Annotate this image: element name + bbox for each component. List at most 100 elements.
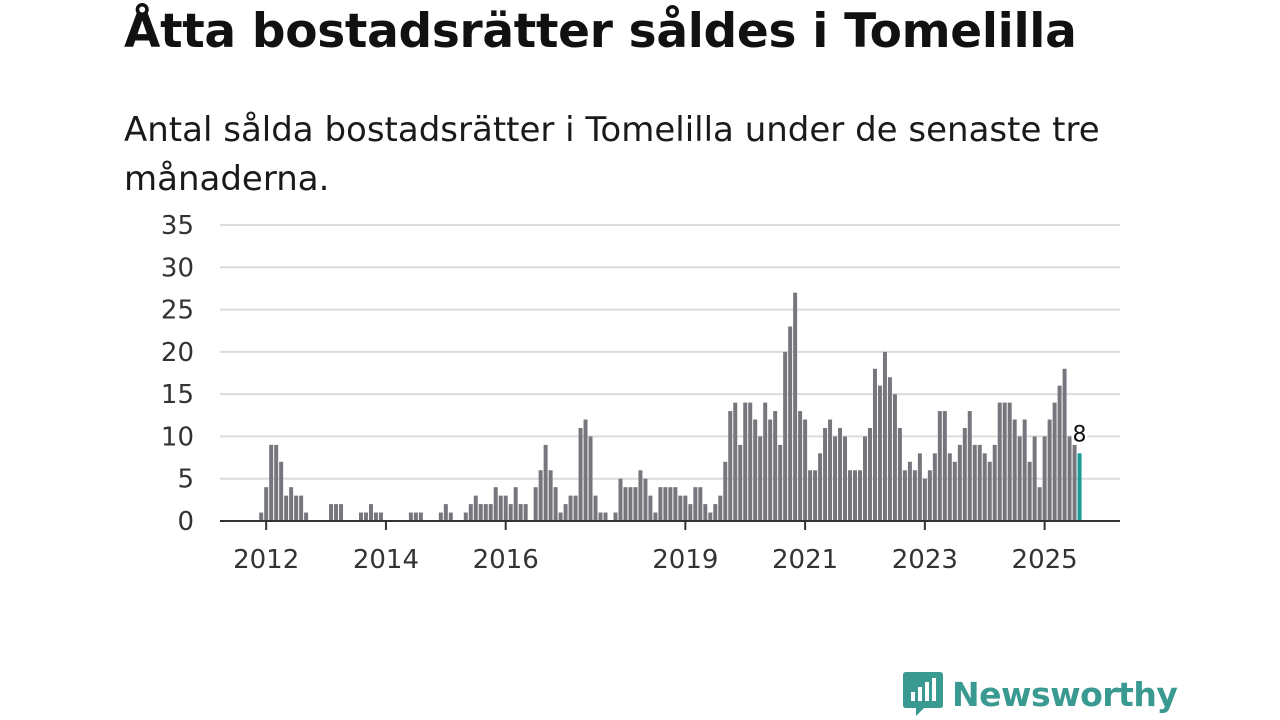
bar [942, 411, 947, 521]
bar [1007, 402, 1012, 521]
y-tick-label: 30 [161, 253, 194, 283]
bar [359, 512, 363, 521]
bar [378, 512, 383, 521]
highlight-annotation: 8 [1070, 420, 1089, 450]
bar [523, 504, 528, 521]
bar [967, 411, 972, 521]
x-axis-ticks: 2012 2014 2016 2019 2021 2023 2025 [233, 521, 1078, 575]
bar [972, 444, 977, 521]
bar [518, 504, 523, 521]
bar [533, 487, 538, 521]
bar [633, 487, 638, 521]
bar [688, 504, 693, 521]
bar [339, 504, 344, 521]
bar [588, 436, 593, 521]
bar [828, 419, 833, 521]
bar [733, 402, 738, 521]
bar [299, 495, 304, 521]
y-tick-label: 25 [161, 296, 194, 326]
bar [373, 512, 378, 521]
x-tick-label: 2014 [353, 545, 419, 575]
bar [758, 436, 763, 521]
bar [663, 487, 668, 521]
bar [643, 478, 648, 521]
bar [823, 427, 828, 521]
bar [593, 495, 598, 521]
bar [1002, 402, 1007, 521]
bar [1017, 436, 1022, 521]
bar [977, 444, 982, 521]
bar [987, 461, 992, 521]
chart-title: Åtta bostadsrätter såldes i Tomelilla [124, 4, 1077, 59]
bar [947, 453, 952, 521]
bar [877, 385, 882, 521]
bar [872, 368, 877, 521]
bar [753, 419, 758, 521]
y-tick-label: 20 [161, 338, 194, 368]
bar [927, 470, 932, 521]
bar [463, 512, 468, 521]
bar [259, 512, 264, 521]
bar [304, 512, 309, 521]
bar [1027, 461, 1032, 521]
bar [713, 504, 718, 521]
bar [992, 444, 997, 521]
bar [503, 495, 508, 521]
bar [568, 495, 573, 521]
bar [1042, 436, 1047, 521]
bar [483, 504, 488, 521]
newsworthy-logo-icon [903, 672, 943, 716]
bar [728, 411, 733, 521]
bar [498, 495, 503, 521]
highlight-value-label: 8 [1073, 422, 1087, 447]
bar [788, 326, 793, 521]
bar [578, 427, 583, 521]
bar [813, 470, 818, 521]
bar [723, 461, 728, 521]
y-tick-label: 0 [177, 507, 194, 537]
bar [468, 504, 473, 521]
bar [658, 487, 663, 521]
bar [768, 419, 773, 521]
x-tick-label: 2019 [652, 545, 718, 575]
y-axis-labels: 0 5 10 15 20 25 30 35 [161, 211, 194, 537]
bar [1062, 368, 1067, 521]
bar [887, 377, 892, 521]
bar [907, 461, 912, 521]
bar [558, 512, 563, 521]
bar [773, 411, 778, 521]
bar [438, 512, 443, 521]
bar [853, 470, 857, 521]
bar [648, 495, 653, 521]
bar [413, 512, 418, 521]
bar [598, 512, 603, 521]
bar [917, 453, 922, 521]
bar [932, 453, 937, 521]
y-tick-label: 35 [161, 211, 194, 241]
bar [638, 470, 643, 521]
bar [363, 512, 368, 521]
bar [902, 470, 907, 521]
bar [838, 427, 843, 521]
bar [778, 444, 783, 521]
y-tick-label: 15 [161, 380, 194, 410]
bar [997, 402, 1002, 521]
bar [1072, 444, 1077, 521]
y-tick-label: 10 [161, 422, 194, 452]
bar [748, 402, 753, 521]
bar [673, 487, 678, 521]
x-tick-label: 2021 [772, 545, 838, 575]
bar [628, 487, 633, 521]
bar [1047, 419, 1052, 521]
newsworthy-logo: Newsworthy [902, 670, 1178, 718]
bar [1057, 385, 1062, 521]
bar [1022, 419, 1027, 521]
bar [418, 512, 423, 521]
x-tick-label: 2012 [233, 545, 299, 575]
bar [294, 495, 299, 521]
bar [553, 487, 558, 521]
bar [912, 470, 917, 521]
newsworthy-logo-text: Newsworthy [952, 674, 1178, 714]
bar [693, 487, 698, 521]
